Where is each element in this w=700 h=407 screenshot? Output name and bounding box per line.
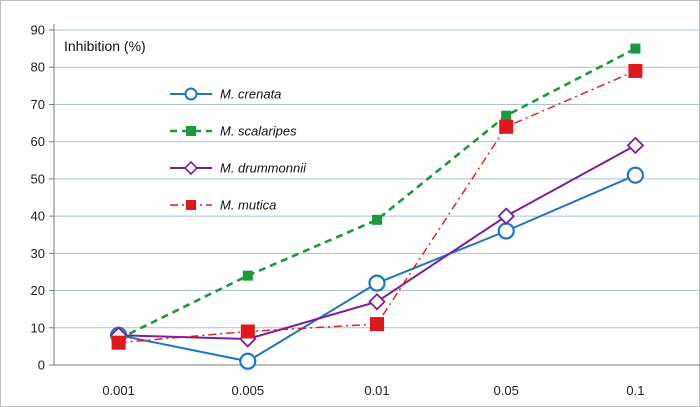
x-tick-label: 0.005 [232,383,265,398]
y-axis-label: Inhibition (%) [64,38,146,54]
legend-entry-m-drummonnii: M. drummonnii [170,161,307,176]
legend-entry-m-scalaripes: M. scalaripes [170,124,297,139]
point-m-crenata [497,222,515,240]
legend-label: M. drummonnii [220,161,307,176]
legend-marker [186,200,196,210]
y-tick-label: 20 [31,283,45,298]
y-tick-label: 50 [31,171,45,186]
point-m-drummonnii [626,136,645,155]
point-m-drummonnii [497,207,515,225]
y-tick-label: 30 [31,246,45,261]
legend-marker [184,87,198,101]
grid-lines [49,29,700,366]
y-tick-label: 60 [31,134,45,149]
axes [53,24,700,366]
point-m-mutica [370,317,384,332]
x-tick-label: 0.05 [494,383,519,398]
x-tick-labels: 0.001 0.005 0.01 0.05 0.1 [102,383,644,398]
series-markers-m-mutica [111,63,643,350]
point-m-mutica [628,63,643,78]
legend-marker [183,160,199,176]
x-tick-label: 0.001 [102,383,135,398]
series-markers-m-drummonnii [109,136,645,348]
point-m-crenata [626,166,645,184]
legend: M. crenata M. scalaripes M. drummonnii M. m… [170,87,307,213]
legend-label: M. mutica [220,198,276,213]
point-m-crenata [368,274,386,292]
y-tick-label: 10 [31,320,45,335]
legend-marker [186,126,196,136]
point-m-scalaripes [630,43,641,54]
y-tick-label: 0 [38,358,45,373]
y-tick-label: 40 [31,209,45,224]
y-tick-labels: 0 10 20 30 40 50 60 70 80 90 [31,23,45,373]
point-m-mutica [499,119,514,134]
legend-label: M. crenata [220,87,281,102]
point-m-scalaripes [501,110,512,121]
legend-label: M. scalaripes [220,124,297,139]
point-m-drummonnii [368,292,386,311]
legend-entry-m-crenata: M. crenata [170,87,281,102]
point-m-mutica [240,324,255,339]
point-m-mutica [111,335,126,350]
point-m-scalaripes [372,214,382,225]
x-tick-label: 0.1 [626,383,644,398]
series-group [109,43,645,370]
y-tick-label: 80 [31,60,45,75]
point-m-scalaripes [242,270,253,281]
x-tick-label: 0.01 [364,383,389,398]
y-tick-label: 90 [31,23,45,38]
point-m-crenata [239,352,257,370]
legend-entry-m-mutica: M. mutica [170,198,276,213]
y-tick-label: 70 [31,97,45,112]
